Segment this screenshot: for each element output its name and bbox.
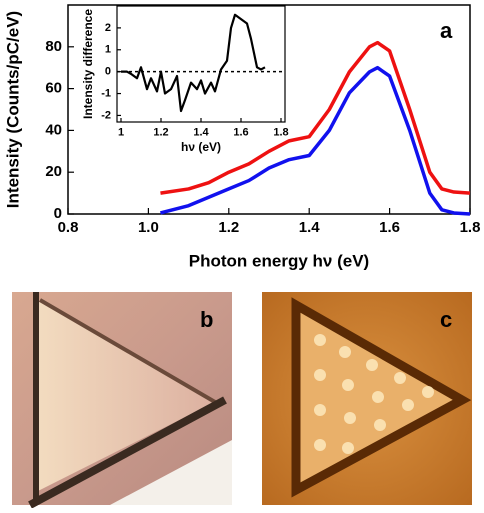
y-tick-label: 40 — [45, 121, 62, 138]
y-axis-label: Intensity difference — [81, 9, 95, 119]
x-tick-label: 1.4 — [299, 219, 321, 236]
y-axis-label: Intensity (Counts/pC/eV) — [3, 11, 22, 208]
panel-label: b — [200, 307, 213, 332]
x-tick-label: 1.6 — [379, 219, 400, 236]
x-tick-label: 1.2 — [153, 126, 168, 138]
image-panel-c: c — [262, 292, 472, 505]
y-tick-label: 2 — [105, 22, 111, 34]
x-tick-label: 1.0 — [138, 219, 159, 236]
y-tick-label: 20 — [45, 163, 62, 180]
x-tick-label: 1.4 — [193, 126, 209, 138]
y-tick-label: 80 — [45, 38, 62, 55]
panel-label: a — [440, 18, 453, 43]
panel-label: c — [440, 307, 452, 332]
y-tick-label: -1 — [101, 87, 111, 99]
x-tick-label: 1.8 — [273, 126, 288, 138]
y-tick-label: 1 — [105, 44, 111, 56]
x-tick-label: 1.6 — [233, 126, 248, 138]
inset-chart: 1 1.2 1.4 1.6 1.8 -2 -1 0 1 2 hν (eV) Intensity dif… — [81, 6, 288, 154]
x-tick-label: 1.8 — [460, 219, 481, 236]
x-tick-label: 1.2 — [218, 219, 239, 236]
y-tick-label: 0 — [54, 205, 62, 222]
y-tick-label: -2 — [101, 109, 111, 121]
y-tick-label: 60 — [45, 80, 62, 97]
figure: 0.81.01.21.41.61.8020406080Photon energy… — [0, 0, 484, 508]
y-tick-label: 0 — [105, 66, 111, 78]
x-axis-label: Photon energy hν (eV) — [189, 251, 369, 270]
x-tick-label: 1 — [118, 126, 124, 138]
inset-background — [117, 6, 285, 122]
image-panel-b: b — [12, 292, 232, 505]
x-axis-label: hν (eV) — [181, 140, 221, 154]
